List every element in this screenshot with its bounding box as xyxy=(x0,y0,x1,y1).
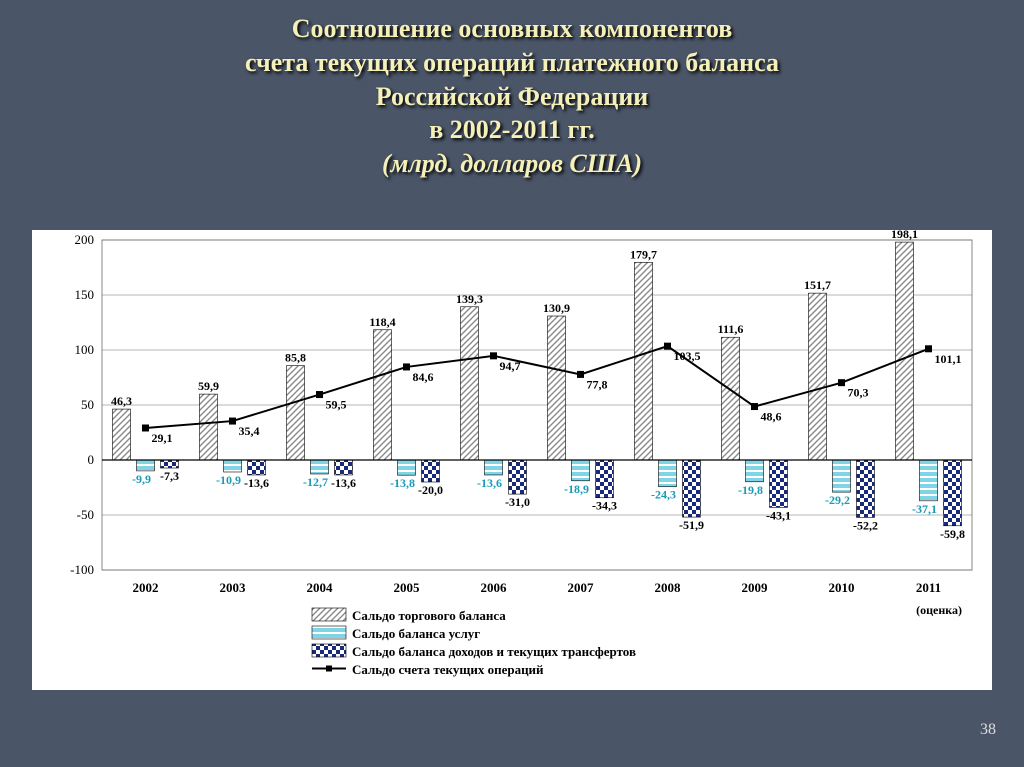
svg-text:-34,3: -34,3 xyxy=(592,499,617,513)
svg-text:Сальдо баланса доходов и текущ: Сальдо баланса доходов и текущих трансфе… xyxy=(352,644,636,659)
svg-text:94,7: 94,7 xyxy=(500,359,521,373)
svg-text:139,3: 139,3 xyxy=(456,292,483,306)
svg-text:118,4: 118,4 xyxy=(369,315,395,329)
svg-text:Сальдо торгового баланса: Сальдо торгового баланса xyxy=(352,608,506,623)
svg-text:35,4: 35,4 xyxy=(239,424,260,438)
title-line-2: счета текущих операций платежного баланс… xyxy=(40,46,984,80)
svg-text:111,6: 111,6 xyxy=(718,322,744,336)
svg-text:-24,3: -24,3 xyxy=(651,488,676,502)
svg-text:70,3: 70,3 xyxy=(848,386,869,400)
svg-text:-12,7: -12,7 xyxy=(303,475,328,489)
svg-text:-19,8: -19,8 xyxy=(738,483,763,497)
page-number: 38 xyxy=(980,721,996,739)
title-line-3: Российской Федерации xyxy=(40,80,984,114)
svg-text:2008: 2008 xyxy=(655,580,682,595)
svg-text:198,1: 198,1 xyxy=(891,230,918,241)
svg-text:0: 0 xyxy=(88,452,95,467)
svg-text:-10,9: -10,9 xyxy=(216,473,241,487)
svg-text:-43,1: -43,1 xyxy=(766,508,791,522)
svg-text:-18,9: -18,9 xyxy=(564,482,589,496)
svg-text:-13,6: -13,6 xyxy=(477,476,502,490)
slide-title: Соотношение основных компонентов счета т… xyxy=(40,12,984,181)
svg-text:2003: 2003 xyxy=(220,580,247,595)
svg-text:-100: -100 xyxy=(70,562,94,577)
svg-text:Сальдо счета текущих операций: Сальдо счета текущих операций xyxy=(352,662,544,677)
svg-text:-50: -50 xyxy=(77,507,94,522)
svg-text:-37,1: -37,1 xyxy=(912,502,937,516)
svg-text:150: 150 xyxy=(75,287,95,302)
svg-text:2007: 2007 xyxy=(568,580,595,595)
svg-text:-9,9: -9,9 xyxy=(132,472,151,486)
svg-text:29,1: 29,1 xyxy=(152,431,173,445)
svg-text:100: 100 xyxy=(75,342,95,357)
svg-text:-7,3: -7,3 xyxy=(160,469,179,483)
svg-text:200: 200 xyxy=(75,232,95,247)
svg-text:Сальдо баланса услуг: Сальдо баланса услуг xyxy=(352,626,480,641)
svg-text:2006: 2006 xyxy=(481,580,508,595)
svg-text:2011: 2011 xyxy=(916,580,941,595)
chart: -100 -50 0 50 100 150 200 46,3 59,9 85,8 118,4 139,… xyxy=(32,230,992,690)
svg-text:2005: 2005 xyxy=(394,580,421,595)
svg-text:85,8: 85,8 xyxy=(285,351,306,365)
svg-text:2010: 2010 xyxy=(829,580,855,595)
svg-text:-59,8: -59,8 xyxy=(940,527,965,541)
svg-text:48,6: 48,6 xyxy=(761,410,782,424)
svg-text:-20,0: -20,0 xyxy=(418,483,443,497)
svg-text:-31,0: -31,0 xyxy=(505,495,530,509)
chart-svg: -100 -50 0 50 100 150 200 46,3 59,9 85,8 118,4 139,… xyxy=(32,230,992,690)
svg-text:84,6: 84,6 xyxy=(413,370,434,384)
svg-text:-13,8: -13,8 xyxy=(390,476,415,490)
svg-text:-29,2: -29,2 xyxy=(825,493,850,507)
svg-text:101,1: 101,1 xyxy=(935,352,962,366)
svg-text:130,9: 130,9 xyxy=(543,301,570,315)
svg-text:-52,2: -52,2 xyxy=(853,518,878,532)
title-line-5: (млрд. долларов США) xyxy=(40,147,984,181)
svg-text:59,9: 59,9 xyxy=(198,379,219,393)
svg-text:2009: 2009 xyxy=(742,580,769,595)
title-line-4: в 2002-2011 гг. xyxy=(40,113,984,147)
svg-text:50: 50 xyxy=(81,397,94,412)
svg-text:46,3: 46,3 xyxy=(111,394,132,408)
svg-text:-13,6: -13,6 xyxy=(244,476,269,490)
svg-text:-13,6: -13,6 xyxy=(331,476,356,490)
svg-text:179,7: 179,7 xyxy=(630,247,657,261)
svg-text:2004: 2004 xyxy=(307,580,334,595)
svg-text:151,7: 151,7 xyxy=(804,278,831,292)
svg-text:-51,9: -51,9 xyxy=(679,518,704,532)
title-line-1: Соотношение основных компонентов xyxy=(40,12,984,46)
svg-text:103,5: 103,5 xyxy=(674,349,701,363)
svg-text:(оценка): (оценка) xyxy=(916,603,962,617)
svg-text:77,8: 77,8 xyxy=(587,377,608,391)
svg-text:2002: 2002 xyxy=(133,580,159,595)
svg-text:59,5: 59,5 xyxy=(326,398,347,412)
